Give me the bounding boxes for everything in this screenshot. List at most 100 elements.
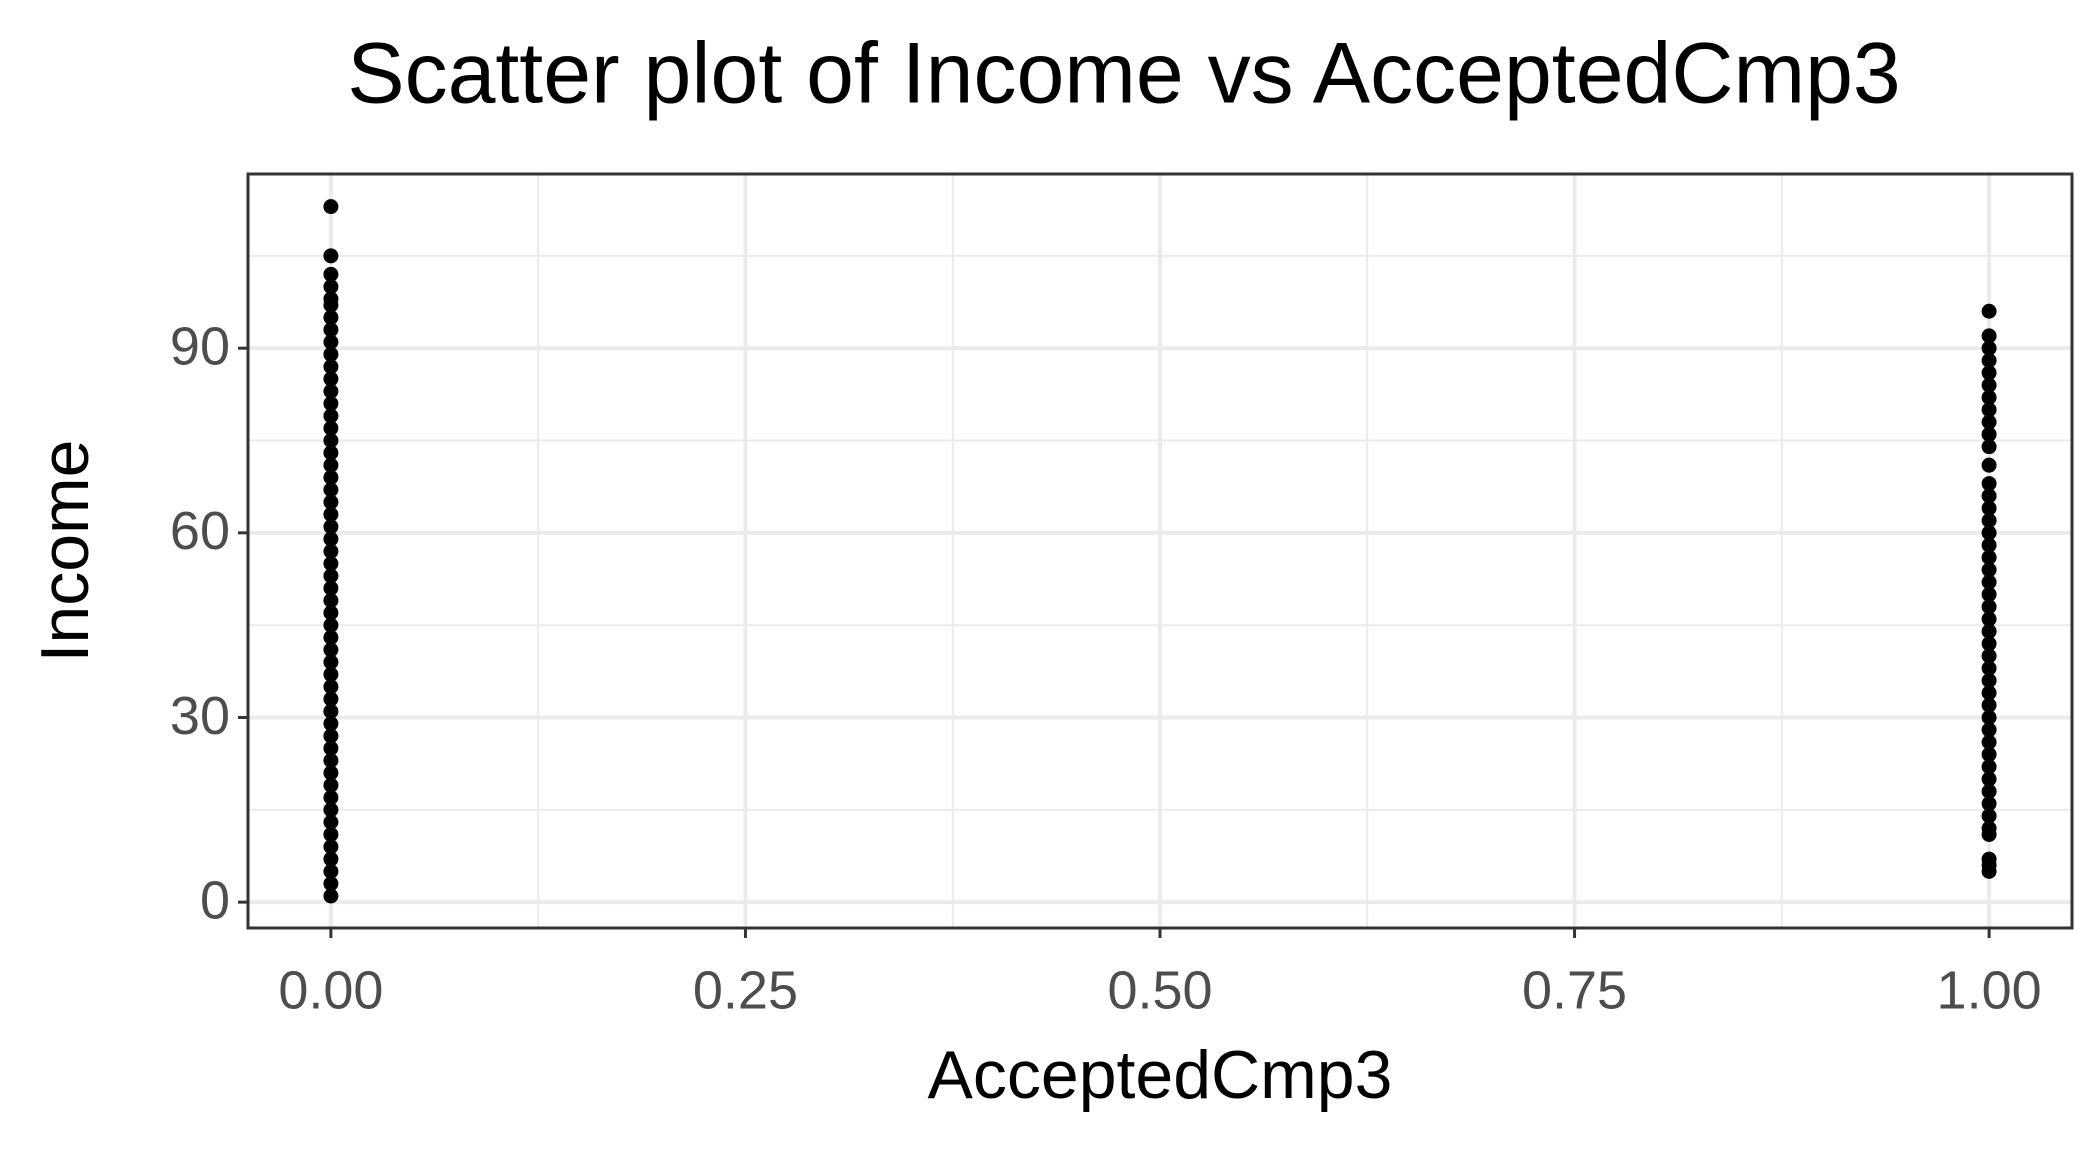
point [1981,599,1997,615]
point [323,309,339,325]
point [1981,673,1997,689]
point [1981,389,1997,405]
point [323,666,339,682]
point [1981,500,1997,516]
panel-border [246,172,2074,930]
point [323,765,339,781]
y-axis-title: Income [27,440,103,663]
x-tick-label: 0.50 [1107,960,1212,1020]
point [1981,660,1997,676]
y-tick-label: 30 [170,686,230,746]
point [323,445,339,461]
point [1981,623,1997,639]
point [1981,574,1997,590]
point [1981,746,1997,762]
y-tick-label: 60 [170,501,230,561]
point [323,863,339,879]
point [323,322,339,338]
point [323,790,339,806]
point [1981,820,1997,836]
point [323,291,339,307]
point [1981,426,1997,442]
point [323,802,339,818]
point [1981,352,1997,368]
point [1981,734,1997,750]
point [323,580,339,596]
point [1981,759,1997,775]
point [323,654,339,670]
point [323,396,339,412]
point [1981,414,1997,430]
point [1981,537,1997,553]
x-axis-title: AcceptedCmp3 [928,1037,1393,1113]
point [323,371,339,387]
point [1981,488,1997,504]
point [323,679,339,695]
point [323,740,339,756]
point [323,876,339,892]
y-tick-label: 90 [170,316,230,376]
point [323,433,339,449]
point [1981,476,1997,492]
x-tick-label: 1.00 [1937,960,2042,1020]
point [323,543,339,559]
point [323,826,339,842]
point [323,420,339,436]
point [1981,457,1997,473]
point [323,617,339,633]
point [323,851,339,867]
point [1981,636,1997,652]
point [323,248,339,264]
point [1981,685,1997,701]
point [323,593,339,609]
point [1981,771,1997,787]
point [323,716,339,732]
point [323,457,339,473]
y-tick-label: 0 [200,870,230,930]
point [1981,365,1997,381]
point [323,383,339,399]
point [323,469,339,485]
point [1981,402,1997,418]
point [1981,722,1997,738]
point [1981,513,1997,529]
point [323,346,339,362]
point [323,266,339,282]
point [323,519,339,535]
point [323,728,339,744]
point [323,506,339,522]
point [323,556,339,572]
x-tick-label: 0.25 [693,960,798,1020]
point [1981,328,1997,344]
point [1981,808,1997,824]
point [323,777,339,793]
point [1981,303,1997,319]
point [323,814,339,830]
point [1981,783,1997,799]
point [1981,586,1997,602]
point [323,334,339,350]
point [323,605,339,621]
point [323,482,339,498]
x-tick-label: 0.00 [278,960,383,1020]
point [323,629,339,645]
x-tick-label: 0.75 [1522,960,1627,1020]
point [1981,697,1997,713]
point [323,531,339,547]
point [1981,439,1997,455]
point [323,642,339,658]
point [323,199,339,215]
point [1981,851,1997,867]
point [323,408,339,424]
point [323,839,339,855]
point [1981,549,1997,565]
point [1981,340,1997,356]
point [1981,562,1997,578]
point [1981,796,1997,812]
point [323,753,339,769]
point [1981,709,1997,725]
point [1981,377,1997,393]
point [323,279,339,295]
